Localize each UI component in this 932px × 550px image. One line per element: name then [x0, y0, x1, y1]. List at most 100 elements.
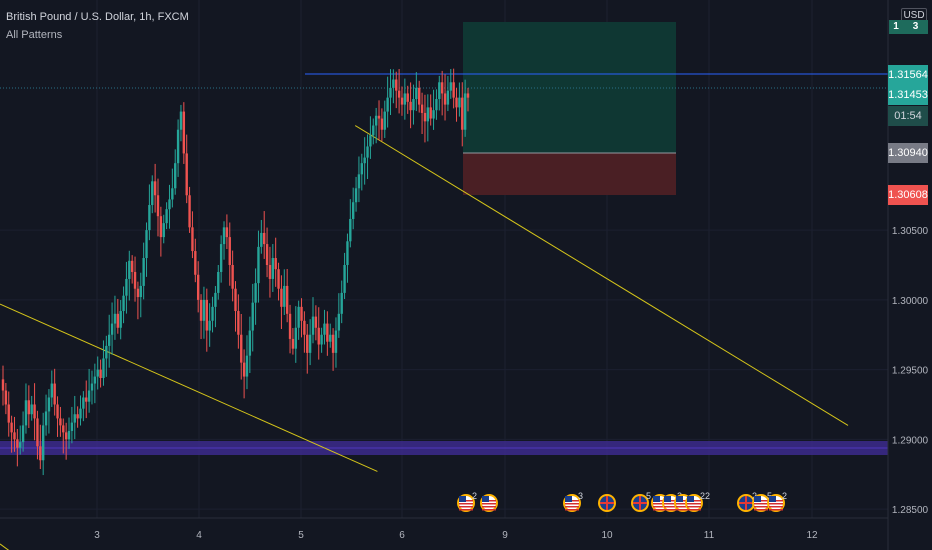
- candle-body: [463, 93, 467, 130]
- candle-body: [265, 244, 269, 265]
- candle-body: [308, 334, 312, 353]
- trendline-bottom-left: [0, 543, 10, 550]
- candle-body: [24, 400, 28, 426]
- candle-body: [409, 101, 412, 111]
- candle-body: [268, 265, 272, 279]
- candle-body: [438, 82, 441, 100]
- candle-body: [125, 278, 128, 296]
- candle-body: [429, 107, 432, 119]
- candle-body: [420, 104, 424, 113]
- candle-body: [242, 362, 246, 377]
- candle-body: [73, 414, 76, 423]
- candle-body: [162, 223, 165, 238]
- candle-body: [280, 288, 283, 307]
- candle-body: [82, 397, 85, 409]
- time-tick-label: 11: [704, 530, 715, 541]
- candle-body: [423, 112, 427, 122]
- event-marker-us[interactable]: [480, 494, 498, 512]
- candle-body: [191, 227, 194, 252]
- candle-body: [128, 260, 131, 279]
- symbol-legend[interactable]: British Pound / U.S. Dollar, 1h, FXCM: [6, 11, 189, 23]
- countdown-price-tag: 01:54: [888, 106, 928, 126]
- candle-body: [79, 408, 82, 419]
- event-marker-us[interactable]: 3: [563, 491, 583, 512]
- candle-body: [380, 118, 384, 130]
- candle-body: [440, 82, 444, 94]
- event-count-label: 5: [646, 491, 651, 501]
- event-marker-uk[interactable]: [598, 494, 616, 512]
- candle-body: [334, 330, 338, 353]
- candle-body: [254, 283, 257, 303]
- target-price-tag: 1.31564: [888, 65, 928, 85]
- event-marker-uk[interactable]: 5: [631, 491, 651, 512]
- candle-body: [458, 97, 461, 108]
- candle-body: [285, 285, 289, 314]
- candle-body: [211, 306, 214, 321]
- candle-body: [96, 369, 99, 377]
- event-count-label: 2: [782, 491, 787, 501]
- candle-body: [400, 97, 404, 105]
- candle-body: [30, 404, 33, 415]
- candle-body: [374, 115, 378, 126]
- candle-body: [4, 390, 8, 405]
- event-marker-us[interactable]: 2: [457, 491, 477, 512]
- candle-body: [199, 299, 203, 321]
- candle-body: [185, 153, 188, 196]
- event-marker-us[interactable]: 2: [767, 491, 787, 512]
- candle-body: [300, 306, 303, 321]
- candle-body: [257, 246, 260, 284]
- candle-body: [113, 313, 117, 324]
- candle-body: [102, 358, 105, 378]
- stop-price-tag: 1.30608: [888, 185, 928, 205]
- candle-body: [455, 97, 458, 108]
- candle-body: [461, 97, 464, 130]
- candle-body: [41, 425, 45, 461]
- candle-body: [389, 87, 392, 98]
- candle-body: [288, 313, 292, 339]
- candle-body: [130, 260, 134, 272]
- candle-body: [248, 330, 252, 356]
- candle-body: [50, 383, 53, 398]
- candle-body: [208, 320, 211, 331]
- candle-body: [27, 400, 31, 415]
- candle-body: [142, 258, 145, 286]
- scale-badge-left: 1: [889, 20, 903, 34]
- scale-badge-right: 3: [903, 20, 928, 34]
- candle-body: [153, 181, 157, 196]
- candle-body: [196, 274, 200, 300]
- time-tick-label: 10: [601, 530, 613, 541]
- candle-body: [383, 111, 386, 130]
- candle-body: [110, 323, 114, 335]
- candle-body: [139, 285, 142, 298]
- candle-body: [171, 188, 174, 200]
- candle-body: [234, 288, 237, 312]
- candle-body: [452, 82, 455, 98]
- candle-body: [231, 265, 234, 289]
- candle-body: [392, 79, 395, 88]
- candle-body: [245, 355, 249, 377]
- candle-body: [99, 369, 102, 378]
- candle-body: [76, 414, 79, 419]
- candle-body: [133, 271, 137, 289]
- candle-body: [291, 338, 295, 349]
- indicator-legend[interactable]: All Patterns: [6, 29, 63, 41]
- candle-body: [366, 146, 369, 158]
- candle-body: [349, 218, 352, 242]
- time-tick-label: 6: [399, 530, 405, 541]
- price-tick-label: 1.28500: [892, 505, 929, 516]
- last-price-tag: 1.31453: [888, 85, 928, 105]
- event-marker-us[interactable]: 22: [685, 491, 710, 512]
- candle-body: [363, 157, 366, 164]
- price-tick-label: 1.29500: [892, 366, 929, 377]
- candle-body: [432, 110, 435, 119]
- candle-body: [7, 404, 10, 423]
- candle-body: [165, 209, 168, 224]
- candle-body: [168, 199, 171, 210]
- candle-body: [194, 251, 197, 275]
- candle-body: [377, 115, 381, 119]
- candle-body: [33, 404, 36, 419]
- candle-body: [136, 288, 140, 298]
- candle-body: [16, 439, 19, 448]
- candle-body: [116, 313, 120, 328]
